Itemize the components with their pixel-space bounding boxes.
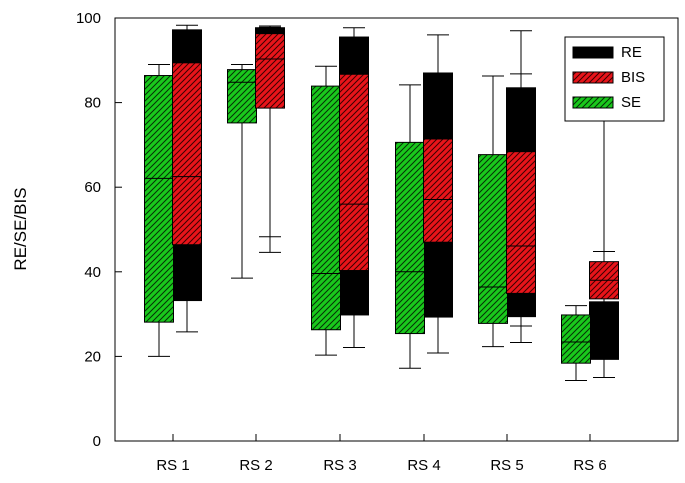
y-tick-label: 80	[84, 95, 101, 112]
legend-label-bis: BIS	[621, 69, 645, 86]
bis-box-1	[172, 35, 202, 290]
re-box-6	[589, 110, 619, 379]
se-box-body	[227, 69, 257, 124]
y-tick-label: 60	[84, 179, 101, 196]
plot-area-frame	[114, 17, 679, 442]
x-tick-label: RS 4	[407, 457, 440, 474]
x-axis: RS 1 RS 2 RS 3 RS 4 RS 5 RS 6	[156, 434, 607, 474]
legend-swatch-se	[572, 96, 614, 109]
se-box-body	[478, 154, 508, 324]
se-box-body	[561, 314, 591, 364]
bis-box-2	[255, 26, 285, 238]
bis-box-body	[255, 33, 285, 109]
bis-box-4	[423, 81, 453, 270]
y-tick-label: 40	[84, 264, 101, 281]
legend: RE BIS SE	[564, 36, 665, 122]
y-axis-title: RE/SE/BIS	[11, 187, 30, 270]
x-tick-label: RS 1	[156, 457, 189, 474]
x-tick-label: RS 5	[490, 457, 523, 474]
y-tick-label: 0	[93, 433, 101, 450]
bis-box-body	[506, 151, 536, 294]
x-tick-label: RS 3	[323, 457, 356, 474]
x-tick-label: RS 2	[239, 457, 272, 474]
bis-box-3	[339, 42, 369, 302]
y-tick-label: 100	[76, 10, 101, 27]
se-box-3	[311, 65, 341, 356]
y-tick-label: 20	[84, 348, 101, 365]
legend-swatch-bis	[572, 71, 614, 84]
bis-box-body	[339, 73, 369, 272]
se-box-1	[144, 64, 174, 357]
bis-box-5	[506, 73, 536, 327]
se-box-body	[395, 141, 425, 335]
legend-swatch-re	[572, 46, 614, 59]
se-box-5	[478, 75, 508, 348]
bis-box-body	[172, 62, 202, 246]
se-box-body	[144, 75, 174, 323]
se-box-body	[311, 85, 341, 331]
se-box-6	[561, 305, 591, 382]
bis-box-6	[589, 250, 619, 319]
box-series-group	[144, 24, 619, 382]
x-tick-label: RS 6	[573, 457, 606, 474]
legend-label-re: RE	[621, 44, 642, 61]
bis-box-body	[423, 138, 453, 243]
legend-label-se: SE	[621, 94, 641, 111]
se-box-2	[227, 64, 257, 279]
se-box-4	[395, 84, 425, 369]
y-axis: 0 20 40 60 80 100	[76, 10, 122, 450]
